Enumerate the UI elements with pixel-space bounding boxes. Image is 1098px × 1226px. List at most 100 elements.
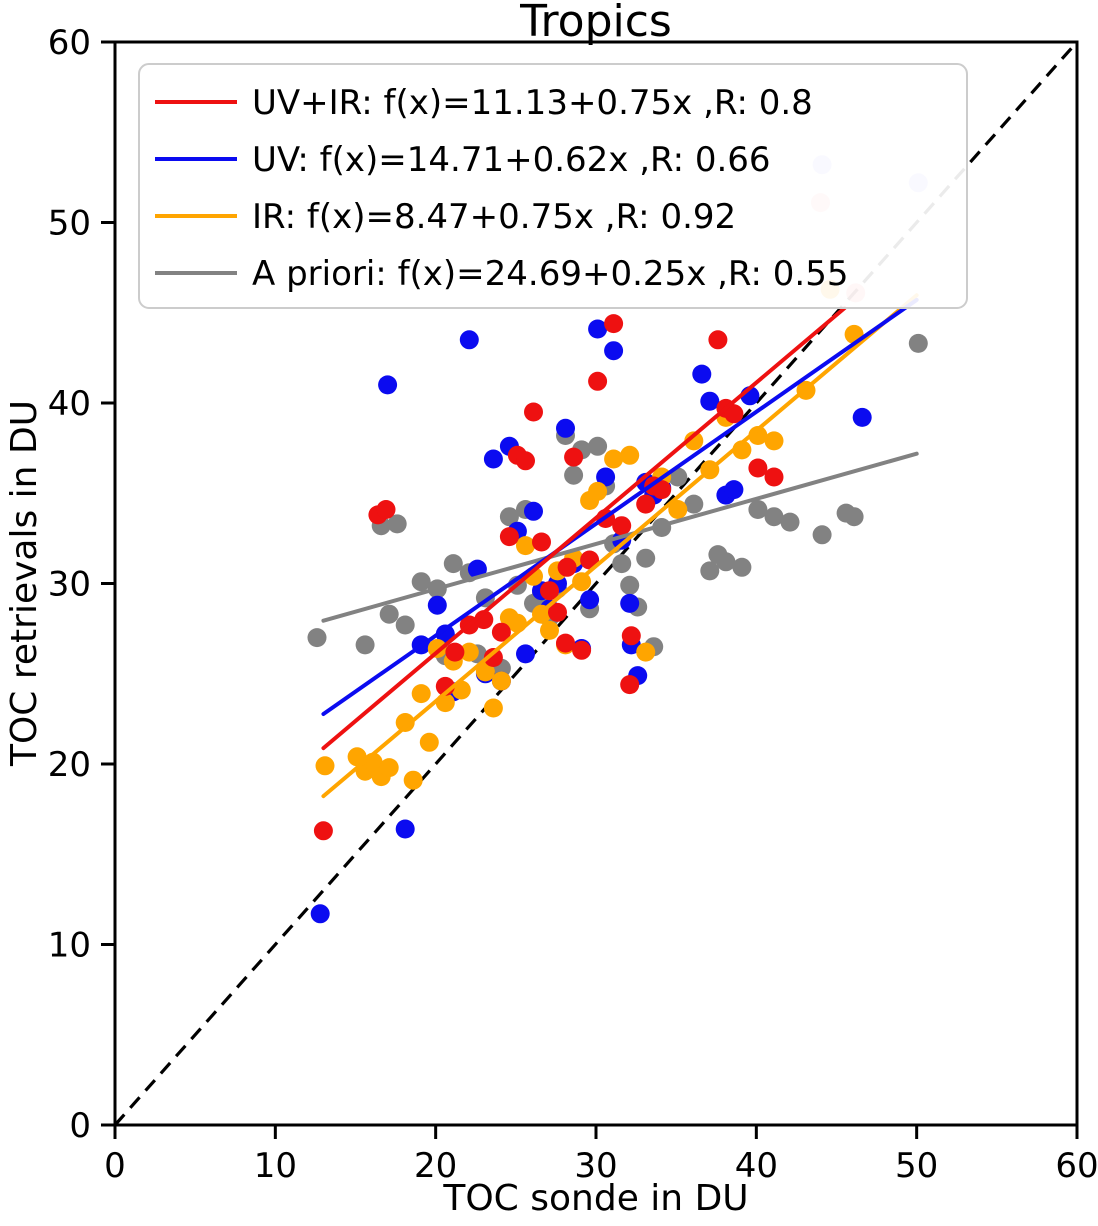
x-tick-label: 10 — [254, 1146, 297, 1186]
data-point — [668, 500, 688, 519]
data-point — [483, 698, 503, 718]
data-point — [636, 548, 656, 568]
data-point — [700, 391, 720, 411]
y-tick-label: 30 — [48, 565, 91, 605]
data-point — [636, 494, 656, 514]
data-point — [532, 532, 551, 552]
data-point — [483, 449, 503, 469]
data-point — [588, 371, 608, 391]
data-point — [764, 431, 784, 451]
fit-line-ir — [321, 293, 919, 799]
data-point — [427, 595, 447, 615]
data-point — [588, 319, 608, 339]
data-point — [652, 480, 672, 500]
data-point — [692, 364, 712, 384]
legend-label: UV+IR: f(x)=11.13+0.75x ,R: 0.8 — [252, 83, 813, 123]
data-point — [844, 507, 864, 527]
data-point — [516, 536, 535, 556]
data-point — [604, 449, 624, 469]
points-ir — [315, 279, 864, 790]
data-point — [580, 550, 600, 570]
data-point — [315, 756, 335, 776]
y-tick-label: 0 — [69, 1106, 91, 1146]
legend: UV+IR: f(x)=11.13+0.75x ,R: 0.8 UV: f(x)=… — [138, 63, 968, 309]
data-point — [612, 554, 632, 574]
data-point — [700, 561, 720, 581]
data-point — [580, 590, 600, 610]
data-point — [467, 559, 487, 579]
data-point — [620, 675, 640, 695]
data-point — [379, 604, 399, 624]
data-point — [403, 770, 423, 790]
legend-entry-ir: IR: f(x)=8.47+0.75x ,R: 0.92 — [155, 197, 736, 237]
data-point — [499, 507, 519, 527]
data-point — [310, 904, 330, 924]
y-tick-label: 50 — [48, 204, 91, 244]
legend-entry-a-priori: A priori: f(x)=24.69+0.25x ,R: 0.55 — [155, 254, 848, 294]
data-point — [684, 494, 704, 514]
data-point — [395, 819, 415, 839]
data-point — [475, 662, 495, 682]
data-point — [307, 628, 327, 648]
data-point — [564, 447, 584, 467]
data-point — [557, 557, 577, 577]
data-point — [572, 640, 592, 660]
fit-line-a-priori — [321, 451, 919, 623]
data-point — [604, 341, 624, 361]
data-point — [427, 639, 447, 658]
data-point — [387, 514, 407, 534]
data-point — [620, 593, 640, 613]
legend-box — [138, 63, 968, 309]
data-point — [780, 512, 800, 532]
data-point — [395, 615, 415, 635]
data-point — [724, 480, 744, 500]
data-point — [564, 465, 584, 485]
data-point — [411, 572, 431, 592]
data-point — [572, 572, 592, 592]
data-point — [621, 626, 641, 646]
data-point — [459, 642, 479, 662]
x-axis-label: TOC sonde in DU — [442, 1178, 748, 1219]
data-point — [748, 500, 768, 519]
data-point — [459, 330, 479, 350]
data-point — [724, 404, 744, 424]
data-point — [716, 552, 736, 572]
data-point — [684, 431, 704, 451]
data-point — [540, 620, 559, 640]
data-point — [483, 648, 503, 667]
data-point — [516, 451, 535, 471]
data-point — [588, 436, 608, 456]
data-point — [491, 622, 511, 642]
legend-entry-uv: UV: f(x)=14.71+0.62x ,R: 0.66 — [155, 140, 771, 180]
data-point — [556, 633, 575, 653]
x-tick-label: 40 — [735, 1146, 778, 1186]
data-point — [411, 684, 431, 704]
data-point — [596, 467, 616, 487]
data-point — [620, 445, 640, 465]
data-point — [395, 713, 415, 732]
x-tick-label: 60 — [1055, 1146, 1098, 1186]
x-tick-label: 30 — [574, 1146, 617, 1186]
data-point — [612, 516, 632, 536]
data-point — [556, 418, 575, 438]
x-tick-label: 0 — [104, 1146, 126, 1186]
y-tick-label: 10 — [48, 926, 91, 966]
data-point — [499, 527, 519, 547]
fit-line-uv — [321, 297, 919, 717]
y-tick-label: 20 — [48, 745, 91, 785]
data-point — [445, 642, 465, 662]
legend-label: A priori: f(x)=24.69+0.25x ,R: 0.55 — [252, 254, 848, 294]
y-tick-label: 40 — [48, 384, 91, 424]
data-point — [620, 575, 640, 595]
data-point — [378, 375, 398, 395]
plot-area: 0 10 20 30 40 50 60 0 10 20 30 40 50 60 UV+IR: f(x)=11… — [48, 23, 1098, 1186]
data-point — [548, 602, 567, 622]
data-point — [812, 525, 832, 545]
data-point — [636, 642, 656, 662]
data-point — [355, 635, 375, 655]
data-point — [524, 402, 543, 422]
data-point — [708, 330, 728, 350]
chart-title: Tropics — [519, 0, 672, 47]
data-point — [764, 467, 784, 487]
